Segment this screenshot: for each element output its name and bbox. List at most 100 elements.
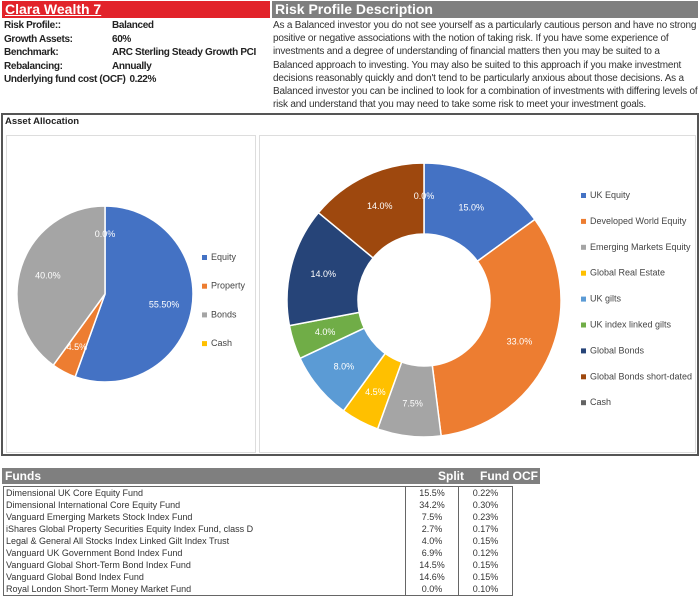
legend-swatch bbox=[581, 270, 586, 276]
pie-chart-panel: 55.50% Equity 4.5% Property 40.0% Bonds 0.0% Ca… bbox=[6, 135, 256, 453]
fund-ocf: 0.17% bbox=[472, 524, 499, 534]
fund-ocf: 0.15% bbox=[472, 536, 499, 546]
profile-value: 60% bbox=[112, 33, 131, 45]
fund-split: 14.5% bbox=[406, 559, 459, 571]
donut-chart: 15.0% UK Equity 33.0% Developed World Equit… bbox=[286, 162, 692, 438]
fund-row: Vanguard Emerging Markets Stock Index Fu… bbox=[4, 511, 512, 523]
fund-row: Vanguard Global Short-Term Bond Index Fu… bbox=[4, 559, 512, 571]
slice-developed-world-equity bbox=[431, 218, 562, 437]
legend-swatch bbox=[581, 322, 586, 328]
legend-swatch bbox=[581, 348, 586, 354]
legend-label: Property bbox=[211, 281, 246, 291]
data-label: 0.0% bbox=[414, 191, 435, 201]
slice-equity bbox=[74, 205, 194, 383]
profile-row: Growth Assets: 60% bbox=[0, 33, 270, 47]
data-label: 14.0% bbox=[367, 201, 393, 211]
legend-item: Emerging Markets Equity bbox=[581, 242, 691, 252]
data-label: 14.0% bbox=[311, 269, 337, 279]
data-label: 55.50% bbox=[149, 299, 180, 309]
profile-value: Balanced bbox=[112, 20, 154, 31]
legend-item: Cash bbox=[581, 397, 611, 407]
legend-item: Global Real Estate bbox=[581, 268, 665, 278]
legend-label: Global Real Estate bbox=[590, 268, 665, 278]
fund-ocf: 0.10% bbox=[472, 584, 499, 594]
fund-name: Vanguard UK Government Bond Index Fund bbox=[4, 547, 406, 559]
legend-swatch bbox=[581, 400, 586, 406]
fund-ocf: 0.23% bbox=[472, 512, 499, 522]
asset-allocation-title: Asset Allocation bbox=[5, 116, 80, 127]
fund-row: Legal & General All Stocks Index Linked … bbox=[4, 535, 512, 547]
legend-swatch bbox=[202, 341, 207, 347]
fund-name: Vanguard Global Bond Index Fund bbox=[4, 571, 406, 583]
fund-ocf: 0.12% bbox=[472, 548, 499, 558]
fund-row: Dimensional International Core Equity Fu… bbox=[4, 499, 512, 511]
funds-header-split: Split bbox=[438, 469, 464, 483]
data-label: 4.5% bbox=[365, 387, 386, 397]
legend-swatch bbox=[202, 283, 207, 289]
legend-item: Property bbox=[202, 281, 246, 291]
legend-label: Bonds bbox=[211, 309, 237, 319]
legend-label: UK Equity bbox=[590, 190, 631, 200]
legend-label: Global Bonds short-dated bbox=[590, 371, 692, 381]
fund-row: Royal London Short-Term Money Market Fun… bbox=[4, 583, 512, 595]
profile-label: Underlying fund cost (OCF) bbox=[4, 74, 126, 85]
fund-name: Dimensional International Core Equity Fu… bbox=[4, 499, 406, 511]
legend-swatch bbox=[202, 312, 207, 318]
fund-ocf: 0.30% bbox=[472, 500, 499, 510]
fund-split: 0.0% bbox=[406, 583, 459, 595]
profile-row: Underlying fund cost (OCF) 0.22% bbox=[0, 73, 270, 87]
data-label: 8.0% bbox=[334, 361, 355, 371]
data-label: 4.5% bbox=[67, 342, 88, 352]
legend-item: UK gilts bbox=[581, 294, 622, 304]
pie-chart: 55.50% Equity 4.5% Property 40.0% Bonds 0.0% Ca… bbox=[16, 205, 246, 383]
portfolio-title: Clara Wealth 7 bbox=[2, 1, 270, 18]
fund-row: Dimensional UK Core Equity Fund 15.5% 0.22… bbox=[4, 487, 512, 499]
fund-split: 34.2% bbox=[406, 499, 459, 511]
legend-label: Global Bonds bbox=[590, 345, 645, 355]
profile-row: Rebalancing: Annually bbox=[0, 60, 270, 74]
data-label: 40.0% bbox=[35, 270, 61, 280]
legend-label: Equity bbox=[211, 252, 237, 262]
legend-swatch bbox=[202, 255, 207, 260]
profile-row: Benchmark: ARC Sterling Steady Growth PCI bbox=[0, 46, 270, 60]
slice-global-bonds-short-dated bbox=[317, 162, 425, 259]
fund-split: 6.9% bbox=[406, 547, 459, 559]
legend-swatch bbox=[581, 193, 586, 198]
legend-label: Cash bbox=[211, 338, 232, 348]
fund-split: 14.6% bbox=[406, 571, 459, 583]
legend-item: Bonds bbox=[202, 309, 237, 319]
fund-ocf: 0.15% bbox=[472, 560, 499, 570]
funds-header: Funds Split Fund OCF bbox=[2, 468, 540, 484]
legend-item: Equity bbox=[202, 252, 237, 262]
fund-ocf: 0.22% bbox=[472, 488, 499, 498]
profile-value: 0.22% bbox=[129, 74, 157, 85]
data-label: 15.0% bbox=[458, 202, 484, 212]
legend-swatch bbox=[581, 218, 586, 224]
risk-description-text: As a Balanced investor you do not see yo… bbox=[273, 20, 698, 111]
profile-label: Growth Assets: bbox=[4, 33, 73, 45]
fund-split: 15.5% bbox=[406, 487, 459, 499]
fund-name: Dimensional UK Core Equity Fund bbox=[4, 487, 406, 499]
profile-label: Risk Profile:: bbox=[4, 20, 61, 31]
profile-details: Risk Profile:: Balanced Growth Assets: 60% B… bbox=[0, 19, 270, 87]
data-label: 0.0% bbox=[95, 229, 116, 239]
fund-split: 4.0% bbox=[406, 535, 459, 547]
fund-split: 7.5% bbox=[406, 511, 459, 523]
legend-item: Global Bonds short-dated bbox=[581, 371, 692, 381]
fund-row: iShares Global Property Securities Equit… bbox=[4, 523, 512, 535]
slice-bonds bbox=[16, 205, 106, 367]
risk-description-title: Risk Profile Description bbox=[272, 1, 698, 18]
legend-item: UK Equity bbox=[581, 190, 631, 200]
fund-name: iShares Global Property Securities Equit… bbox=[4, 523, 406, 535]
fund-row: Vanguard UK Government Bond Index Fund 6.… bbox=[4, 547, 512, 559]
legend-label: Emerging Markets Equity bbox=[590, 242, 691, 252]
data-label: 4.0% bbox=[315, 327, 336, 337]
legend-label: UK gilts bbox=[590, 294, 622, 304]
fund-row: Vanguard Global Bond Index Fund 14.6% 0.15… bbox=[4, 571, 512, 583]
funds-header-ocf: Fund OCF bbox=[480, 469, 538, 483]
asset-allocation-box bbox=[1, 113, 699, 456]
legend-swatch bbox=[581, 296, 586, 302]
data-label: 7.5% bbox=[402, 398, 423, 408]
profile-row: Risk Profile:: Balanced bbox=[0, 19, 270, 33]
legend-label: Developed World Equity bbox=[590, 216, 687, 226]
